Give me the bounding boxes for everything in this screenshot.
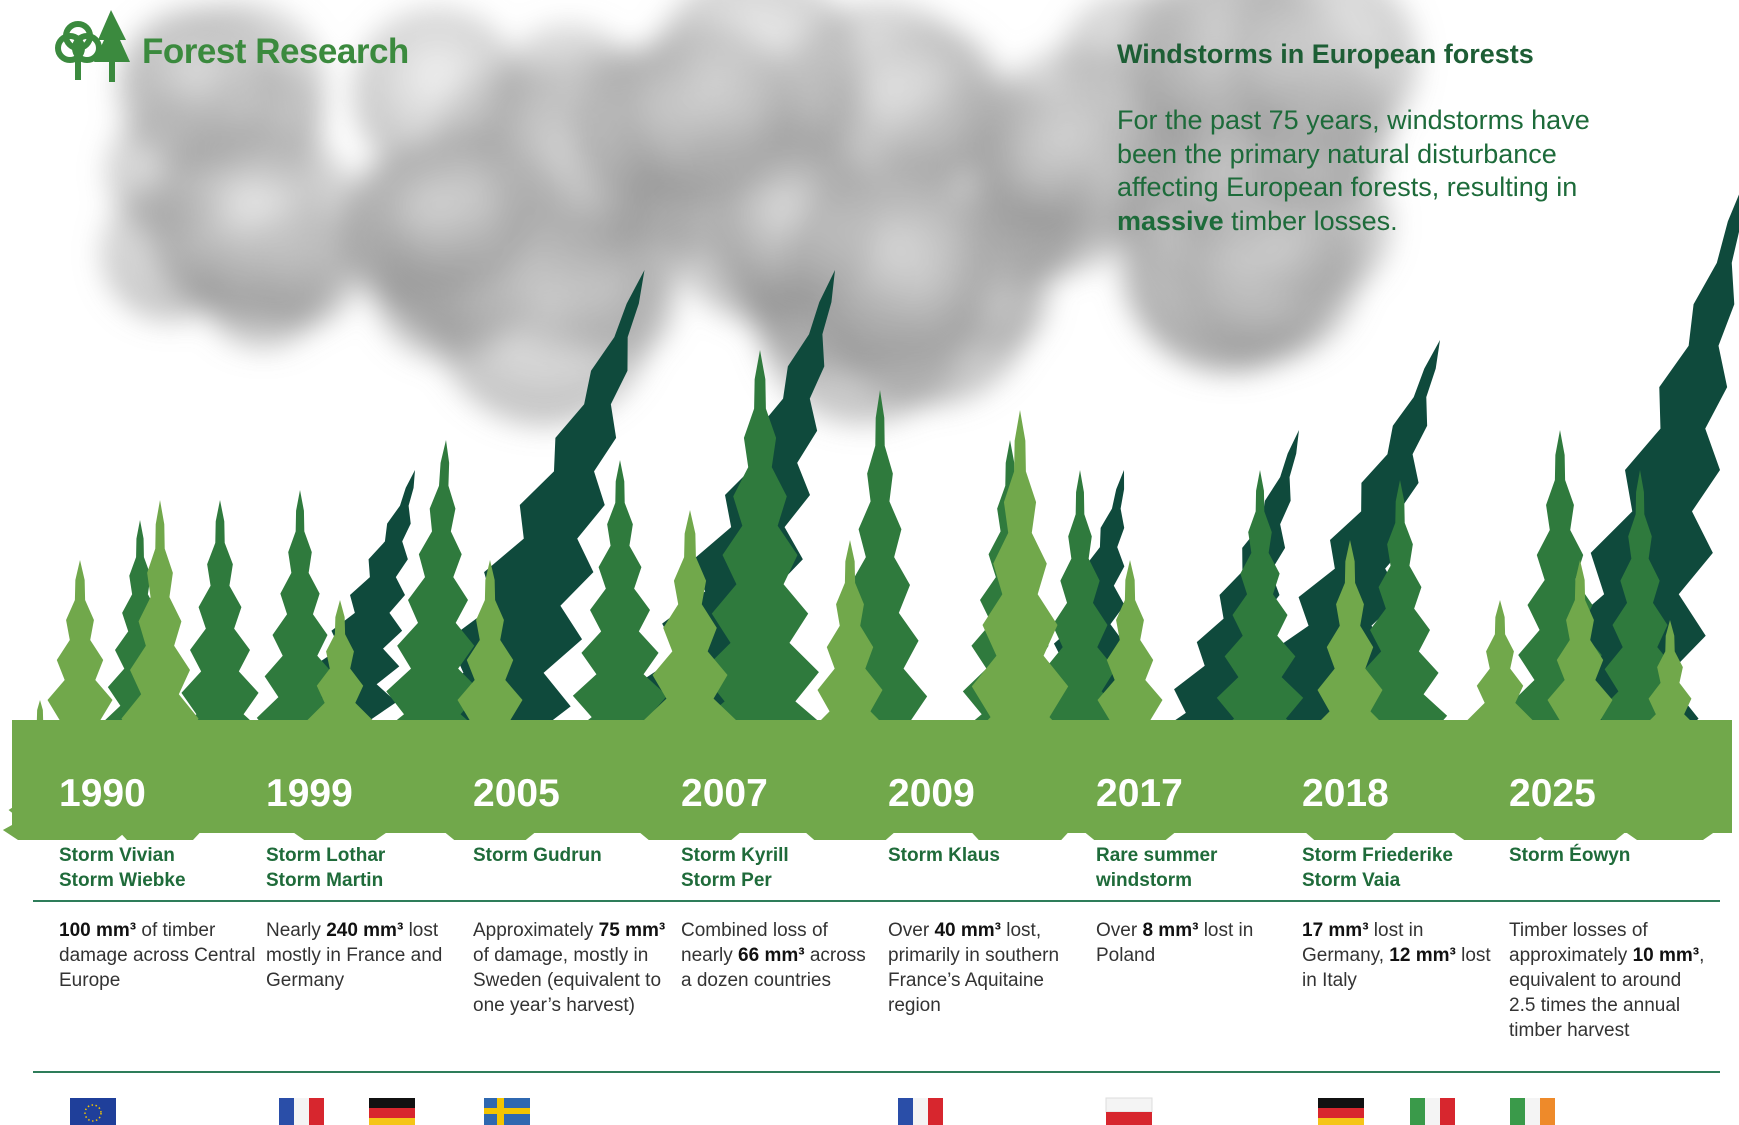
emphasis: massive (1117, 206, 1224, 236)
storm-name: Storm Kyrill (681, 843, 881, 868)
year: 2018 (1302, 772, 1502, 816)
year: 1990 (59, 772, 259, 816)
emphasis: 240 mm³ (326, 920, 403, 941)
emphasis: 100 mm³ (59, 920, 136, 941)
year: 2025 (1509, 772, 1709, 816)
storm-name: Storm Gudrun (473, 843, 673, 868)
text-run: of damage, mostly in Sweden (equivalent … (473, 945, 661, 1016)
description: Over 40 mm³ lost, primarily in southern … (888, 918, 1088, 1018)
description: Over 8 mm³ lost in Poland (1096, 918, 1296, 968)
storm-names: Rare summer windstorm (1096, 843, 1296, 893)
emphasis: 75 mm³ (599, 920, 666, 941)
year: 2005 (473, 772, 673, 816)
text-run: Over (888, 920, 934, 941)
storm-name: Storm Lothar (266, 843, 466, 868)
storm-name: Rare summer windstorm (1096, 843, 1296, 893)
description: 100 mm³ of timber damage across Central … (59, 918, 259, 993)
cloud-puff (377, 141, 529, 293)
storm-names: Storm Gudrun (473, 843, 673, 868)
storm-name: Storm Klaus (888, 843, 1088, 868)
intro: For the past 75 years, windstorms have b… (1117, 104, 1597, 238)
emphasis: 40 mm³ (934, 920, 1001, 941)
text-run: Timber losses of approximately (1509, 920, 1648, 966)
storm-name: Storm Martin (266, 868, 466, 893)
flags (70, 1098, 1555, 1125)
storm-name: Storm Vivian (59, 843, 259, 868)
storm-names: Storm Klaus (888, 843, 1088, 868)
storm-name: Storm Per (681, 868, 881, 893)
year: 2017 (1096, 772, 1296, 816)
text-run: timber losses. (1224, 206, 1398, 236)
text-run: Approximately (473, 920, 599, 941)
title: Windstorms in European forests (1117, 39, 1534, 70)
emphasis: 10 mm³ (1633, 945, 1700, 966)
text-run: For the past 75 years, windstorms have b… (1117, 105, 1590, 202)
description: Timber losses of approximately 10 mm³, e… (1509, 918, 1709, 1043)
text-run: Over (1096, 920, 1142, 941)
storm-name: Storm Vaia (1302, 868, 1502, 893)
storm-names: Storm Éowyn (1509, 843, 1709, 868)
description: Combined loss of nearly 66 mm³ across a … (681, 918, 881, 993)
storm-name: Storm Éowyn (1509, 843, 1709, 868)
brand: Forest Research (142, 32, 409, 72)
year: 2009 (888, 772, 1088, 816)
year: 1999 (266, 772, 466, 816)
text-run: Nearly (266, 920, 326, 941)
storm-name: Storm Friederike (1302, 843, 1502, 868)
emphasis: 17 mm³ (1302, 920, 1369, 941)
description: 17 mm³ lost in Germany, 12 mm³ lost in I… (1302, 918, 1502, 993)
storm-name: Storm Wiebke (59, 868, 259, 893)
emphasis: 12 mm³ (1389, 945, 1456, 966)
emphasis: 8 mm³ (1142, 920, 1198, 941)
description: Approximately 75 mm³ of damage, mostly i… (473, 918, 673, 1018)
description: Nearly 240 mm³ lost mostly in France and… (266, 918, 466, 993)
emphasis: 66 mm³ (738, 945, 805, 966)
year: 2007 (681, 772, 881, 816)
infographic: Forest Research Windstorms in European f… (0, 0, 1739, 1125)
logo (58, 24, 99, 80)
cloud-puff (161, 125, 360, 324)
